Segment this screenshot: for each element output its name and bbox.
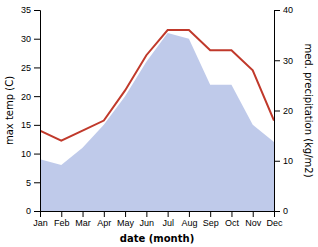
tick: Oct bbox=[225, 211, 240, 228]
tick-mark bbox=[274, 161, 280, 162]
tick-mark bbox=[274, 111, 280, 112]
tick: 0 bbox=[274, 206, 288, 216]
tick-label: Jun bbox=[140, 218, 155, 228]
tick-label: Aug bbox=[181, 218, 197, 228]
tick: Jan bbox=[33, 211, 48, 228]
tick: 0 bbox=[26, 206, 40, 216]
tick: 40 bbox=[274, 5, 293, 15]
tick: Dec bbox=[266, 211, 283, 228]
tick-mark bbox=[125, 211, 126, 217]
tick: 30 bbox=[274, 56, 293, 66]
tick-mark bbox=[274, 10, 280, 11]
tick: 10 bbox=[274, 156, 293, 166]
tick-label: 15 bbox=[21, 120, 31, 130]
tick-label: 35 bbox=[21, 5, 31, 15]
tick: 5 bbox=[26, 178, 40, 188]
tick: May bbox=[117, 211, 135, 228]
tick: 10 bbox=[21, 149, 40, 159]
chart: JanFebMarAprMayJunJulAugSepOctNovDec0510… bbox=[0, 0, 318, 247]
y-axis-title: max temp (C) bbox=[4, 76, 15, 145]
tick-label: Jul bbox=[162, 218, 174, 228]
y2-axis-title: med. precipitation (kg/m2) bbox=[303, 43, 314, 177]
tick-label: Mar bbox=[75, 218, 91, 228]
tick: 25 bbox=[21, 63, 40, 73]
tick-label: Feb bbox=[54, 218, 70, 228]
tick-label: 5 bbox=[26, 178, 31, 188]
y-axis: 0 5 10 15 20 25 30 35 bbox=[21, 5, 41, 216]
tick-mark bbox=[34, 154, 40, 155]
tick-mark bbox=[210, 211, 211, 217]
tick-label: May bbox=[117, 218, 135, 228]
tick: Mar bbox=[75, 211, 91, 228]
tick-label: 0 bbox=[26, 206, 31, 216]
plot: JanFebMarAprMayJunJulAugSepOctNovDec0510… bbox=[21, 5, 293, 228]
tick-label: Oct bbox=[225, 218, 240, 228]
tick-mark bbox=[146, 211, 147, 217]
tick-mark bbox=[274, 211, 280, 212]
tick-mark bbox=[34, 39, 40, 40]
tick-label: Jan bbox=[33, 218, 48, 228]
tick: 30 bbox=[21, 34, 40, 44]
tick: 15 bbox=[21, 120, 40, 130]
tick: Feb bbox=[54, 211, 70, 228]
tick: 20 bbox=[274, 106, 293, 116]
tick: Sep bbox=[203, 211, 219, 228]
x-axis: Jan Feb Mar Apr May Jun Jul Aug Sep Oct Nov Dec bbox=[33, 211, 283, 228]
tick-mark bbox=[34, 125, 40, 126]
x-axis-title: date (month) bbox=[120, 233, 194, 244]
tick-label: 40 bbox=[283, 5, 293, 15]
tick: 35 bbox=[21, 5, 40, 15]
tick: Aug bbox=[181, 211, 197, 228]
tick-label: 25 bbox=[21, 63, 31, 73]
tick-mark bbox=[189, 211, 190, 217]
tick-mark bbox=[34, 96, 40, 97]
marks bbox=[40, 30, 274, 211]
tick: 20 bbox=[21, 92, 40, 102]
tick-mark bbox=[61, 211, 62, 217]
tick: Jun bbox=[140, 211, 155, 228]
tick-label: 0 bbox=[283, 206, 288, 216]
tick-mark bbox=[253, 211, 254, 217]
tick: Apr bbox=[97, 211, 111, 228]
tick-label: Apr bbox=[97, 218, 111, 228]
tick-mark bbox=[274, 60, 280, 61]
tick: Nov bbox=[245, 211, 262, 228]
tick-mark bbox=[168, 211, 169, 217]
tick-label: 30 bbox=[21, 34, 31, 44]
tick-mark bbox=[34, 10, 40, 11]
tick-label: 10 bbox=[21, 149, 31, 159]
tick-mark bbox=[34, 182, 40, 183]
tick-mark bbox=[34, 67, 40, 68]
tick-label: Dec bbox=[266, 218, 283, 228]
axis-line bbox=[275, 11, 281, 212]
tick-label: 10 bbox=[283, 156, 293, 166]
line bbox=[40, 30, 274, 141]
tick-label: 20 bbox=[21, 92, 31, 102]
axis-line bbox=[34, 11, 41, 212]
tick-label: 20 bbox=[283, 106, 293, 116]
tick-mark bbox=[83, 211, 84, 217]
y2-axis: 0 10 20 30 40 bbox=[274, 5, 293, 216]
tick-label: Nov bbox=[245, 218, 262, 228]
tick: Jul bbox=[162, 211, 174, 228]
axis-line bbox=[41, 212, 275, 218]
tick-label: 30 bbox=[283, 56, 293, 66]
tick-label: Sep bbox=[203, 218, 219, 228]
tick-mark bbox=[231, 211, 232, 217]
area bbox=[40, 33, 274, 211]
tick-mark bbox=[104, 211, 105, 217]
tick-mark bbox=[34, 211, 40, 212]
